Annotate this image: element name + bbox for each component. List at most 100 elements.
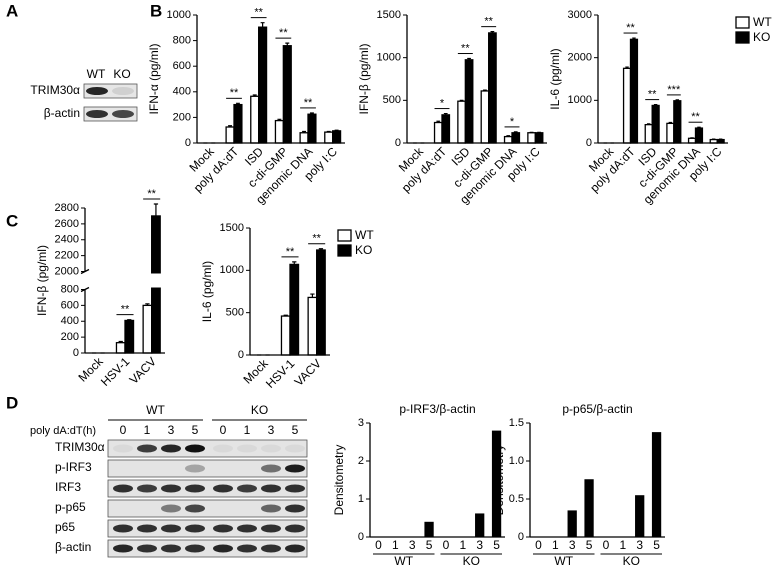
bar [274,119,284,144]
blot-band [213,544,233,553]
blot-band [113,465,133,473]
bar [464,59,474,144]
significance-label: ** [312,233,321,245]
blot-band [112,110,134,118]
error-bar [310,293,315,298]
error-bar [467,57,471,60]
blot-condition: poly dA:dT(h) [30,425,96,437]
error-bar [490,31,495,33]
blot-band [137,465,157,473]
error-bar [334,129,339,131]
blot-band [185,504,205,513]
error-bar [443,112,448,115]
error-bar [252,94,257,97]
panel-letter: A [6,1,18,20]
error-bar [326,130,331,133]
y-tick-label: 500 [383,94,401,106]
bar [433,121,443,144]
bar [115,342,126,354]
error-bar [283,314,288,317]
bar [324,131,334,144]
y-tick-label: 1.0 [509,455,524,467]
legend-label: WT [753,15,772,29]
bar [503,135,513,144]
bar [142,304,153,354]
blot-band [261,524,281,533]
blot-band [261,504,281,513]
bar [635,495,645,537]
x-tick-label: 0 [535,538,542,552]
bar [289,263,300,356]
bar [567,510,577,537]
y-tick-label: 2 [358,455,364,467]
panel-letter: B [150,1,162,20]
y-tick-label: 2000 [568,52,592,64]
error-bar [285,42,290,46]
blot-band [113,505,133,513]
legend-label: KO [355,243,372,257]
lane-label: 3 [268,423,275,437]
y-tick-label: 2000 [55,265,79,277]
bar [584,479,594,537]
bar [233,103,243,144]
y-tick-label: 1000 [377,52,401,64]
blot-band [161,524,181,533]
bar [441,114,451,144]
significance-label: ** [254,7,263,19]
group-label: WT [394,554,413,566]
bar [511,132,521,144]
significance-label: *** [667,84,681,96]
significance-label: * [440,97,445,109]
blot-band [137,484,157,493]
lane-label: 5 [292,423,299,437]
error-bar [260,22,265,28]
x-tick-label: 0 [375,538,382,552]
blot-band [185,524,205,533]
blot-band [237,524,257,533]
x-tick-label: 5 [653,538,660,552]
blot-band [213,484,233,493]
error-bar [646,123,651,125]
y-tick-label: 500 [226,307,244,319]
error-bar [145,303,150,306]
blot-band [237,544,257,553]
bar [299,132,309,144]
blot-band [261,484,281,493]
significance-label: ** [304,97,313,109]
blot-band [137,505,157,513]
error-bar [483,89,487,91]
group-label: WT [554,554,573,566]
y-tick-label: 600 [173,60,191,72]
y-tick-label: 400 [61,315,79,327]
error-bar [302,130,307,133]
bar [651,432,662,537]
significance-label: ** [648,89,657,101]
legend-swatch [337,229,352,242]
error-bar [697,126,701,129]
blot-band [285,524,305,533]
lane-label: KO [113,67,130,81]
blot-strip [107,479,308,498]
y-axis-title: Densitometry [492,445,506,516]
blot-band [213,524,233,533]
error-bar [292,261,297,265]
error-bar [436,120,441,123]
y-axis-title: IL-6 (pg/ml) [548,48,562,109]
blot-band [213,505,233,513]
error-bar [235,102,240,105]
blot-band [112,87,134,95]
significance-label: ** [147,188,156,200]
blot-band [237,465,257,473]
y-tick-label: 0 [395,137,401,149]
bar [307,296,318,356]
x-tick-label: HSV-1 [263,356,298,391]
blot-group-label: KO [251,403,268,417]
y-axis-title: IL-6 (pg/ml) [200,261,214,322]
blot-band [161,484,181,493]
bar [527,132,536,144]
blot-band [185,444,205,453]
bar [491,430,502,537]
blot-band [237,484,257,493]
group-label: KO [623,554,640,566]
significance-label: ** [626,22,635,34]
